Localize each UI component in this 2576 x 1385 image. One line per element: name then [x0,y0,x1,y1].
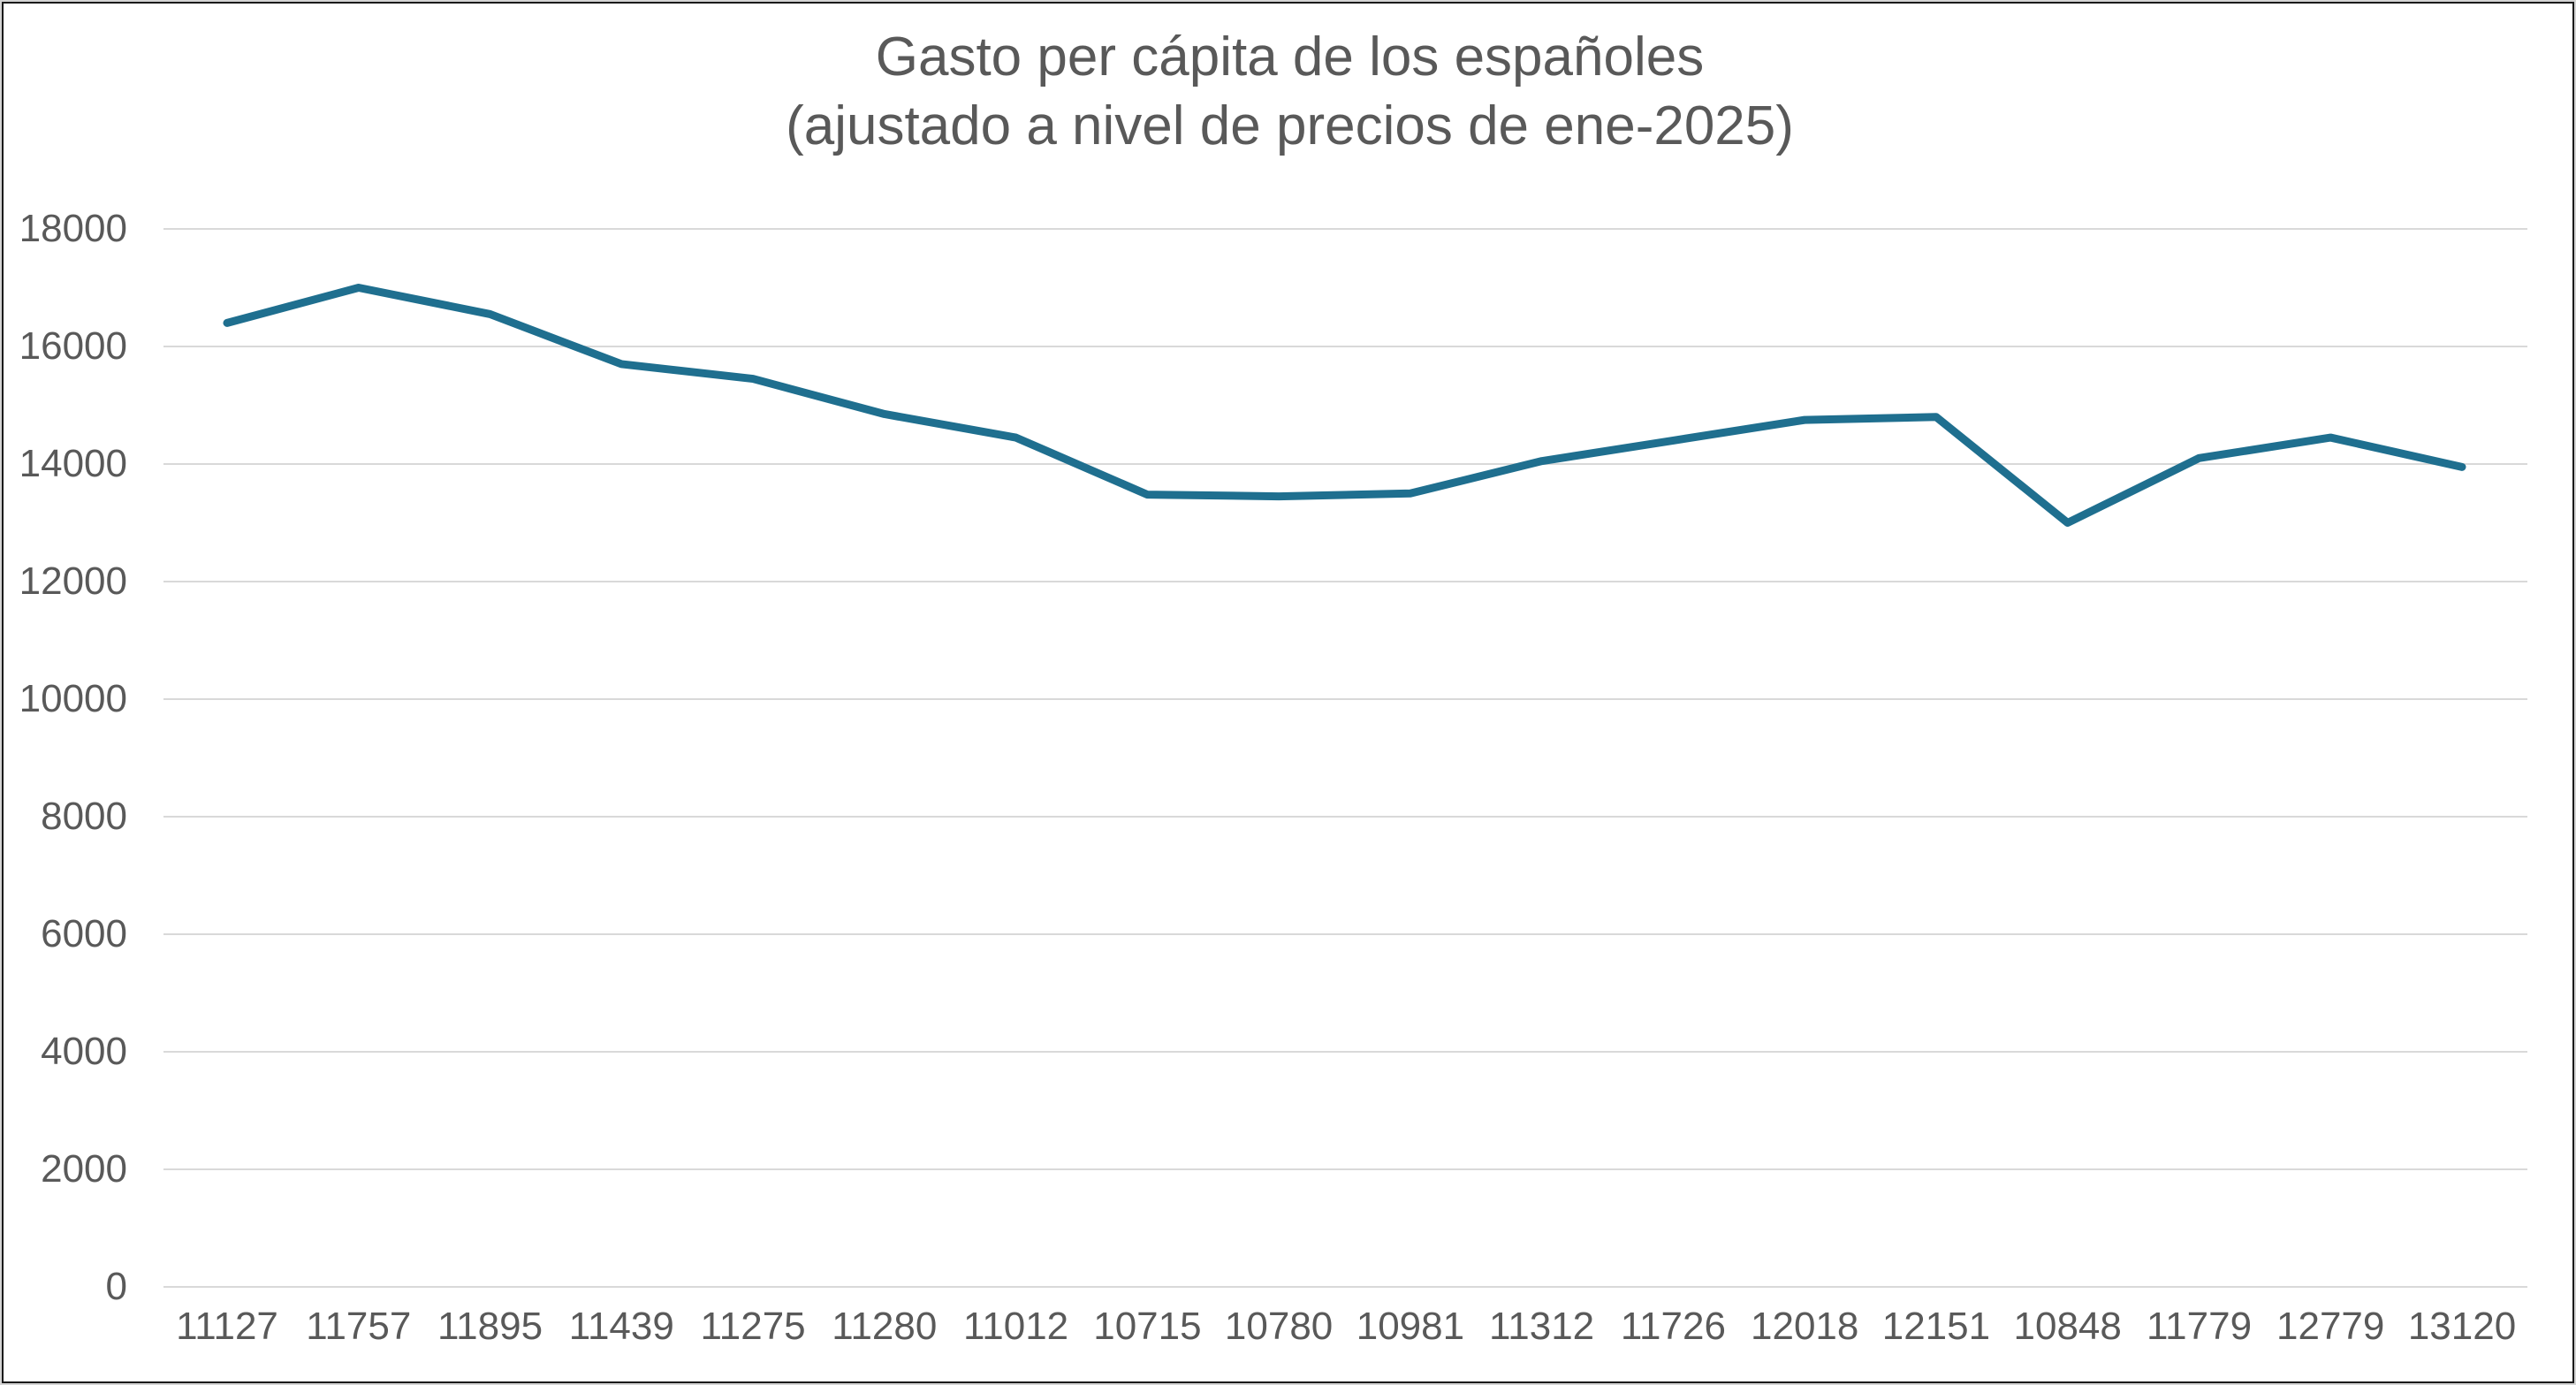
svg-text:11312: 11312 [1489,1305,1594,1348]
svg-text:10000: 10000 [19,677,127,720]
svg-text:11127: 11127 [176,1305,278,1348]
svg-text:13120: 13120 [2408,1305,2516,1348]
svg-text:10848: 10848 [2014,1305,2122,1348]
svg-text:12000: 12000 [19,559,127,603]
svg-text:12018: 12018 [1751,1305,1858,1348]
svg-text:18000: 18000 [19,207,127,250]
svg-text:11439: 11439 [569,1305,674,1348]
svg-text:11757: 11757 [306,1305,411,1348]
svg-text:10715: 10715 [1093,1305,1201,1348]
svg-text:11779: 11779 [2147,1305,2252,1348]
svg-text:11726: 11726 [1621,1305,1726,1348]
svg-text:0: 0 [106,1265,127,1308]
svg-text:8000: 8000 [41,795,127,838]
svg-text:11275: 11275 [701,1305,806,1348]
svg-text:10780: 10780 [1225,1305,1333,1348]
svg-text:6000: 6000 [41,912,127,955]
svg-text:14000: 14000 [19,442,127,485]
svg-text:16000: 16000 [19,324,127,368]
svg-text:12779: 12779 [2276,1305,2384,1348]
svg-text:10981: 10981 [1356,1305,1464,1348]
svg-text:4000: 4000 [41,1030,127,1073]
svg-text:11280: 11280 [832,1305,937,1348]
svg-text:12151: 12151 [1882,1305,1990,1348]
svg-text:11012: 11012 [963,1305,1068,1348]
svg-text:2000: 2000 [41,1147,127,1191]
svg-text:11895: 11895 [437,1305,543,1348]
